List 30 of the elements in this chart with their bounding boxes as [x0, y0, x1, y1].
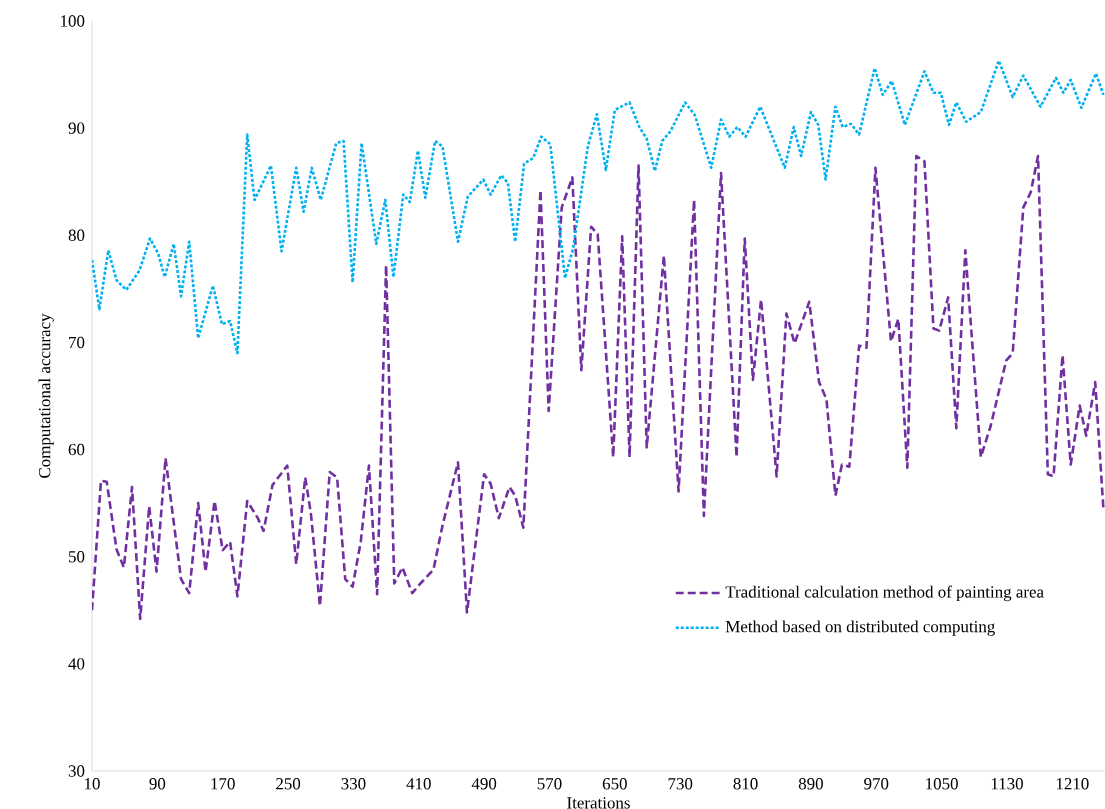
- x-tick-label: 570: [537, 778, 562, 790]
- y-tick-label: 80: [68, 229, 85, 241]
- y-tick-label: 100: [61, 15, 85, 27]
- line-series: [92, 154, 1105, 621]
- y-tick-label: 30: [68, 765, 85, 777]
- line-series: [92, 59, 1105, 355]
- x-tick-label: 730: [668, 778, 693, 790]
- x-tick-label: 90: [149, 778, 166, 790]
- x-tick-label: 1210: [1056, 778, 1089, 790]
- legend-label: Traditional calculation method of painting area: [725, 585, 1044, 602]
- x-tick-label: 410: [406, 778, 431, 790]
- y-axis-title: Computational accuracy: [38, 313, 54, 478]
- x-tick-label: 970: [864, 778, 889, 790]
- x-tick-label: 810: [733, 778, 758, 790]
- x-tick-label: 170: [211, 778, 235, 790]
- x-tick-label: 10: [85, 778, 100, 790]
- legend-label: Method based on distributed computing: [725, 620, 995, 636]
- x-tick-label: 650: [602, 778, 627, 790]
- y-tick-label: 70: [69, 336, 85, 349]
- y-tick-label: 90: [68, 122, 85, 134]
- y-tick-label: 50: [68, 551, 85, 563]
- x-tick-label: 1050: [926, 778, 958, 790]
- x-tick-label: 490: [471, 778, 497, 790]
- x-tick-label: 330: [341, 778, 366, 790]
- x-tick-label: 250: [276, 778, 301, 790]
- x-tick-label: 1130: [991, 778, 1023, 790]
- x-tick-label: 890: [798, 778, 823, 790]
- y-tick-label: 40: [68, 658, 85, 670]
- x-axis-title: Iterations: [567, 797, 630, 809]
- y-tick-label: 60: [68, 443, 85, 456]
